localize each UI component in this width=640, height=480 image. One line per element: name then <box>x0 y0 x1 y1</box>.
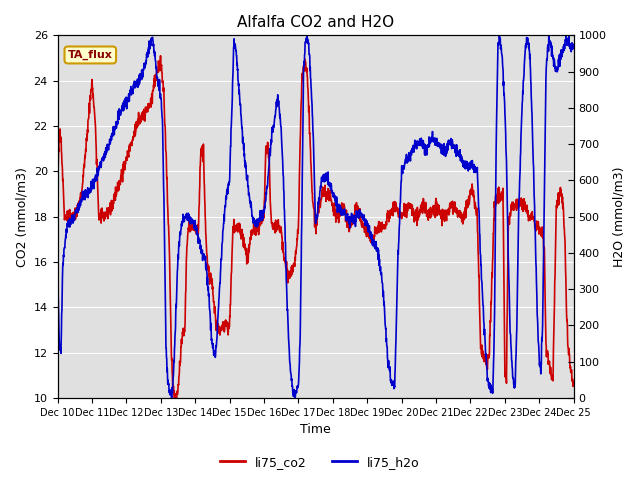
li75_h2o <box>460 159 468 165</box>
li75_h2o <box>570 42 577 48</box>
li75_h2o <box>168 395 175 401</box>
li75_co2 <box>291 257 299 263</box>
li75_h2o <box>555 62 563 68</box>
li75_co2 <box>570 379 577 385</box>
li75_co2 <box>80 165 88 171</box>
Y-axis label: CO2 (mmol/m3): CO2 (mmol/m3) <box>15 167 28 266</box>
Y-axis label: H2O (mmol/m3): H2O (mmol/m3) <box>612 167 625 267</box>
li75_co2 <box>157 53 164 59</box>
Text: TA_flux: TA_flux <box>68 50 113 60</box>
li75_co2 <box>54 174 61 180</box>
Title: Alfalfa CO2 and H2O: Alfalfa CO2 and H2O <box>237 15 394 30</box>
li75_co2 <box>555 202 563 207</box>
li75_h2o <box>556 60 563 66</box>
li75_h2o <box>291 395 299 401</box>
Line: li75_h2o: li75_h2o <box>58 36 573 398</box>
li75_h2o <box>54 260 61 265</box>
li75_h2o <box>305 41 312 47</box>
li75_co2 <box>556 190 563 196</box>
X-axis label: Time: Time <box>300 423 331 436</box>
li75_co2 <box>305 103 313 109</box>
Line: li75_co2: li75_co2 <box>58 56 573 400</box>
li75_h2o <box>80 192 88 198</box>
Legend: li75_co2, li75_h2o: li75_co2, li75_h2o <box>215 451 425 474</box>
li75_h2o <box>495 33 503 38</box>
li75_co2 <box>461 208 468 214</box>
li75_co2 <box>171 397 179 403</box>
